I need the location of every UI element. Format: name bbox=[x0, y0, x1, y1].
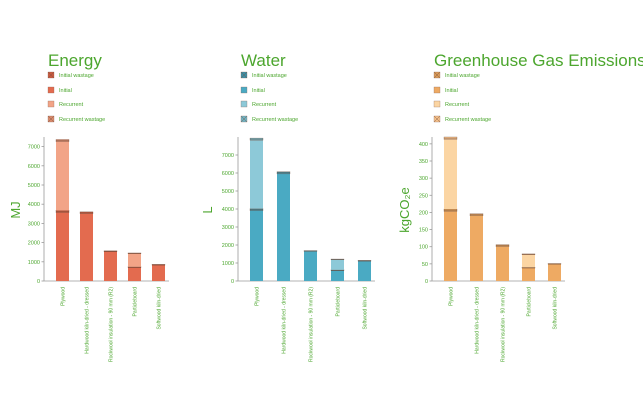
category-label: Particleboard bbox=[336, 287, 342, 317]
bar-segment bbox=[277, 173, 290, 281]
bar-segment bbox=[496, 246, 509, 281]
legend-label: Recurrent bbox=[445, 102, 470, 108]
y-tick-label: 350 bbox=[419, 159, 428, 165]
y-tick-label: 0 bbox=[425, 279, 428, 285]
chart-title: Water bbox=[241, 51, 286, 70]
y-tick-label: 5000 bbox=[222, 189, 234, 195]
y-tick-label: 250 bbox=[419, 193, 428, 199]
legend-label: Recurrent wastage bbox=[445, 117, 491, 123]
bar-segment bbox=[250, 140, 263, 209]
legend-swatch bbox=[47, 86, 55, 94]
y-tick-label: 0 bbox=[37, 279, 40, 285]
y-tick-label: 300 bbox=[419, 176, 428, 182]
bar-segment bbox=[331, 270, 344, 281]
y-axis-label: kgCO₂e bbox=[397, 187, 412, 233]
legend-label: Recurrent bbox=[252, 102, 277, 108]
legend-hatch bbox=[240, 71, 248, 79]
bar-segment bbox=[104, 251, 117, 281]
bar-segment bbox=[358, 260, 371, 281]
bar-segment bbox=[56, 141, 69, 211]
bar-segment bbox=[470, 215, 483, 281]
chart-title: Greenhouse Gas Emissions bbox=[434, 51, 643, 70]
y-tick-label: 2000 bbox=[222, 243, 234, 249]
category-label: Plywood bbox=[255, 287, 261, 306]
bar-segment bbox=[522, 254, 535, 268]
y-tick-label: 200 bbox=[419, 210, 428, 216]
bar-segment bbox=[522, 267, 535, 281]
bar-segment bbox=[128, 253, 141, 267]
y-tick-label: 4000 bbox=[28, 202, 40, 208]
bar-segment bbox=[304, 251, 317, 281]
legend-hatch bbox=[47, 115, 55, 123]
y-tick-label: 3000 bbox=[28, 221, 40, 227]
legend-label: Recurrent bbox=[59, 102, 84, 108]
category-label: Rockwool insulation - 90 mm (R2) bbox=[309, 287, 315, 362]
bar-segment bbox=[56, 212, 69, 281]
legend-label: Initial wastage bbox=[59, 73, 94, 79]
category-label: Plywood bbox=[449, 287, 455, 306]
legend-hatch bbox=[433, 71, 441, 79]
legend-swatch bbox=[433, 86, 441, 94]
category-label: Softwood kiln-dried bbox=[363, 287, 369, 330]
bar-segment bbox=[128, 267, 141, 281]
chart-panel-0: Energy Initial wastage Initial Recurrent Rec… bbox=[8, 51, 169, 362]
category-label: Particleboard bbox=[527, 287, 533, 317]
y-tick-label: 0 bbox=[231, 279, 234, 285]
legend-label: Recurrent wastage bbox=[59, 117, 105, 123]
category-label: Rockwool insulation - 90 mm (R2) bbox=[501, 287, 507, 362]
y-tick-label: 150 bbox=[419, 228, 428, 234]
legend-label: Initial bbox=[59, 88, 72, 94]
y-axis-label: L bbox=[200, 206, 215, 213]
legend-swatch bbox=[47, 100, 55, 108]
y-tick-label: 50 bbox=[422, 262, 428, 268]
legend-hatch bbox=[433, 115, 441, 123]
category-label: Softwood kiln-dried bbox=[157, 287, 163, 330]
legend-hatch bbox=[240, 115, 248, 123]
y-tick-label: 7000 bbox=[222, 153, 234, 159]
y-tick-label: 400 bbox=[419, 142, 428, 148]
category-label: Hardwood kiln-dried - dressed bbox=[475, 287, 481, 354]
legend-label: Initial bbox=[445, 88, 458, 94]
bar-segment bbox=[548, 263, 561, 281]
legend-hatch bbox=[47, 71, 55, 79]
category-label: Hardwood kiln-dried - dressed bbox=[85, 287, 91, 354]
y-tick-label: 5000 bbox=[28, 183, 40, 189]
category-label: Hardwood kiln-dried - dressed bbox=[282, 287, 288, 354]
y-tick-label: 4000 bbox=[222, 207, 234, 213]
legend-swatch bbox=[240, 100, 248, 108]
bar-segment bbox=[250, 210, 263, 281]
category-label: Plywood bbox=[61, 287, 67, 306]
chart-panel-2: Greenhouse Gas Emissions Initial wastage I… bbox=[397, 51, 643, 362]
bar-segment bbox=[80, 213, 93, 281]
y-tick-label: 3000 bbox=[222, 225, 234, 231]
category-label: Rockwool insulation - 90 mm (R2) bbox=[109, 287, 115, 362]
category-label: Particleboard bbox=[133, 287, 139, 317]
y-tick-label: 1000 bbox=[222, 261, 234, 267]
legend-label: Initial bbox=[252, 88, 265, 94]
category-label: Softwood kiln-dried bbox=[553, 287, 559, 330]
chart-panel-1: Water Initial wastage Initial Recurrent Recu… bbox=[200, 51, 375, 362]
y-tick-label: 2000 bbox=[28, 241, 40, 247]
legend-label: Initial wastage bbox=[252, 73, 287, 79]
y-tick-label: 6000 bbox=[28, 164, 40, 170]
y-tick-label: 1000 bbox=[28, 260, 40, 266]
y-tick-label: 100 bbox=[419, 245, 428, 251]
legend-swatch bbox=[240, 86, 248, 94]
bar-segment bbox=[444, 139, 457, 209]
chart-title: Energy bbox=[48, 51, 102, 70]
bar-segment bbox=[444, 211, 457, 281]
legend-swatch bbox=[433, 100, 441, 108]
y-axis-label: MJ bbox=[8, 201, 23, 218]
bar-segment bbox=[152, 264, 165, 281]
legend-label: Initial wastage bbox=[445, 73, 480, 79]
bar-segment bbox=[331, 259, 344, 270]
legend-label: Recurrent wastage bbox=[252, 117, 298, 123]
y-tick-label: 7000 bbox=[28, 145, 40, 151]
y-tick-label: 6000 bbox=[222, 171, 234, 177]
